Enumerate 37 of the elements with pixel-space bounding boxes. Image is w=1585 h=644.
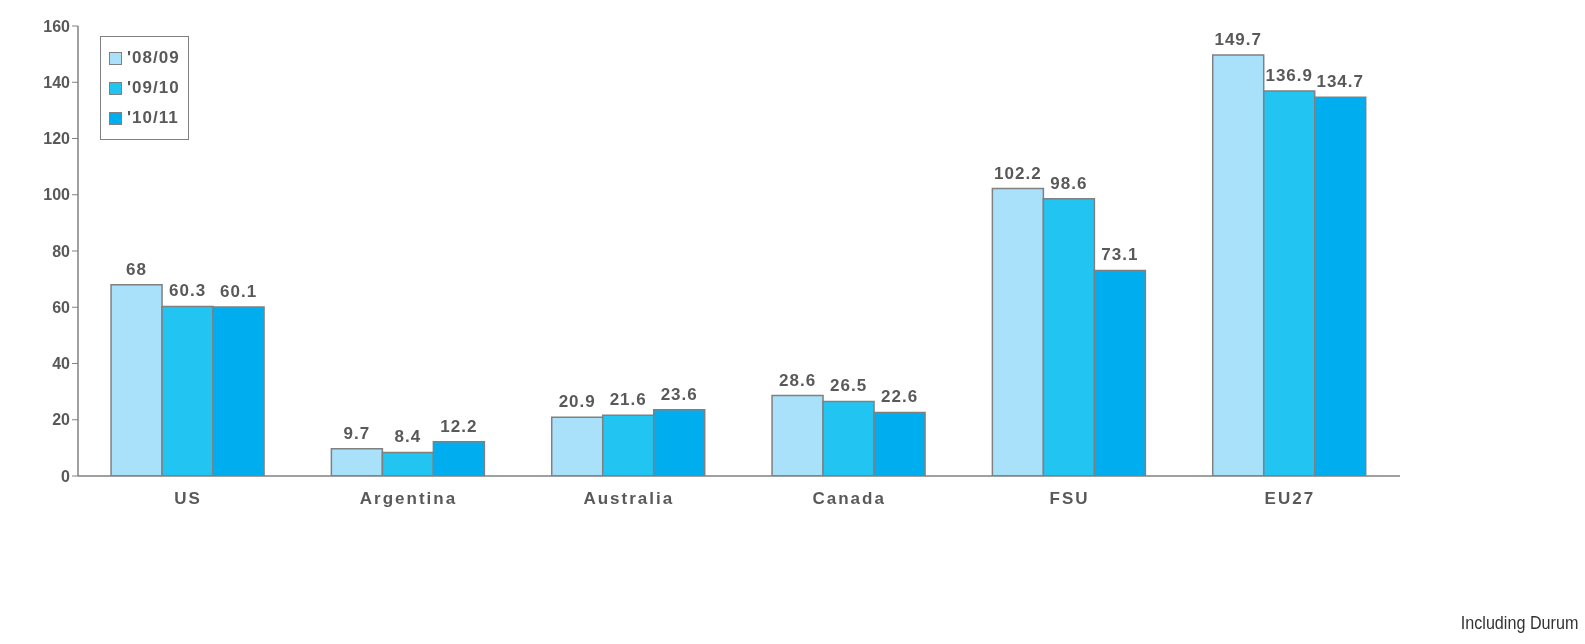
x-tick-label: Australia [583,489,675,509]
text: Including Durum [1460,612,1578,634]
y-tick-label: 40 [52,355,71,373]
y-tick-label: 80 [52,242,71,260]
data-label: 98.6 [1050,173,1088,193]
data-label: 23.6 [660,384,698,404]
data-label: 8.4 [394,427,422,447]
data-label: 20.9 [558,392,596,412]
data-label: 60.3 [169,281,207,301]
data-label: 68 [126,259,148,279]
data-label: 102.2 [994,163,1042,183]
y-tick-label: 140 [43,73,71,91]
data-label: 136.9 [1265,65,1313,85]
y-tick-label: 60 [52,298,71,316]
data-label: 60.1 [220,281,258,301]
x-tick-label: US [174,489,202,509]
data-label: 134.7 [1316,72,1364,92]
data-label: 21.6 [609,390,647,410]
legend-label: '09/10 [127,77,180,99]
y-tick-label: 100 [43,186,71,204]
x-tick-label: Argentina [359,489,458,509]
x-tick-label: Canada [812,489,886,509]
data-label: 22.6 [881,387,919,407]
x-tick-label: EU27 [1264,489,1316,509]
data-label: 73.1 [1101,245,1139,265]
legend-label: '10/11 [127,107,179,129]
x-tick-label: FSU [1049,489,1090,509]
data-label: 149.7 [1214,29,1262,49]
data-label: 26.5 [830,376,868,396]
data-label: 9.7 [343,423,371,443]
legend-label: '08/09 [127,47,180,69]
y-tick-label: 20 [52,411,71,429]
y-tick-label: 160 [43,17,71,35]
data-label: 28.6 [779,370,817,390]
data-label: 12.2 [440,416,478,436]
y-tick-label: 120 [43,130,71,148]
y-tick-label: 0 [61,467,71,485]
